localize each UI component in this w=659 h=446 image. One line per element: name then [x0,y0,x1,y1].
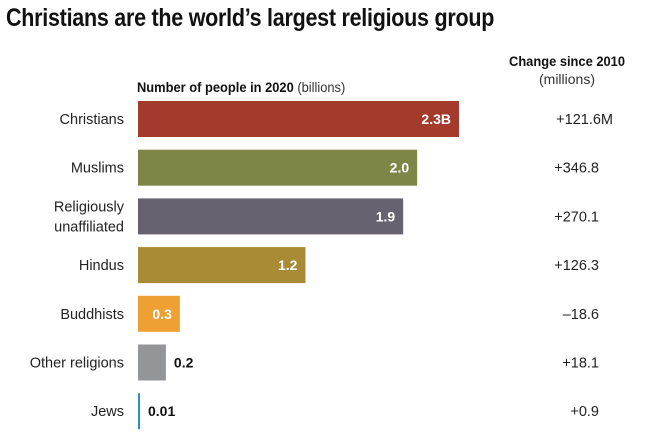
value-label: 2.0 [390,160,410,176]
category-label-line: Jews [91,404,124,420]
category-label: Jews [91,404,124,420]
category-label-line: Muslims [71,161,124,177]
bar-jews [138,393,140,430]
category-label: Christians [60,112,124,128]
value-label: 2.3B [421,111,451,127]
change-label: +18.1 [562,356,599,372]
category-label-line: Other religions [30,356,124,372]
category-label: Muslims [71,161,124,177]
category-label-line: Christians [60,112,124,128]
category-label: Hindus [79,258,124,274]
value-label: 0.2 [174,355,194,371]
category-label-line: Buddhists [60,307,124,323]
change-label: +270.1 [554,209,599,225]
change-label: +346.8 [554,161,599,177]
category-label: Religiously unaffiliated [54,199,125,235]
bar-muslims [138,149,418,186]
change-header-unit: (millions) [539,71,595,87]
change-column-header: Change since 2010 (millions) [482,52,652,88]
bar-buddhists [138,295,180,332]
change-header-label: Change since 2010 [509,53,625,69]
change-label: –18.6 [563,307,599,323]
change-label: +126.3 [554,258,599,274]
bar-other-religions [138,344,166,381]
change-label: +121.6M [556,112,613,128]
bar-header-label: Number of people in 2020 [137,79,294,95]
value-label: 1.9 [376,208,396,224]
value-label: 0.3 [152,306,172,322]
category-label-line: unaffiliated [54,219,124,235]
category-label: Buddhists [60,307,124,323]
chart-title: Christians are the world’s largest relig… [6,4,495,32]
category-label: Other religions [30,356,124,372]
category-label-line: Hindus [79,258,124,274]
value-label: 0.01 [148,403,175,419]
bar-religiously-unaffiliated [138,198,404,235]
bar-header-unit: (billions) [297,79,346,95]
bar-hindus [138,247,306,284]
bar-christians [138,101,459,137]
change-label: +0.9 [570,404,599,420]
category-label-line: Religiously [54,199,125,215]
value-label: 1.2 [278,257,298,273]
bar-column-header: Number of people in 2020 (billions) [137,79,345,95]
